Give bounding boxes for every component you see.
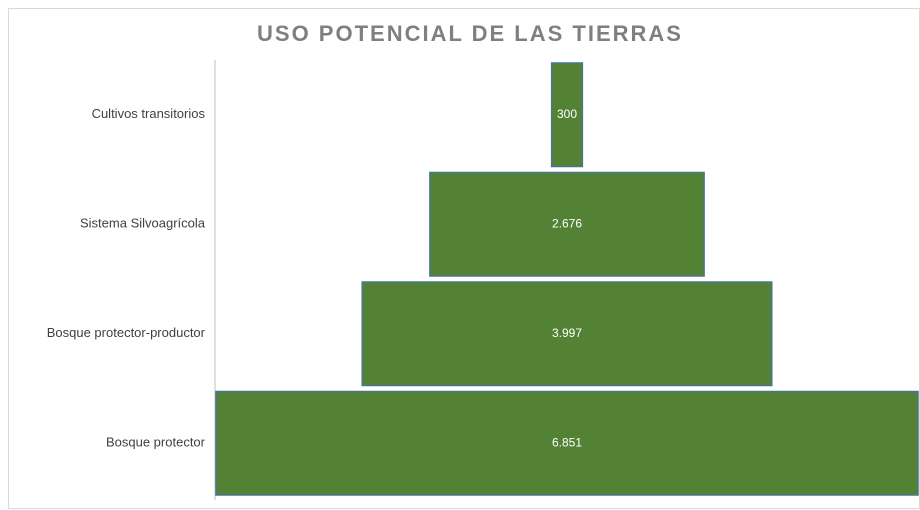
funnel-bar bbox=[215, 390, 919, 496]
value-label: 3.997 bbox=[552, 326, 582, 340]
value-label: 300 bbox=[557, 107, 577, 121]
category-label: Cultivos transitorios bbox=[92, 106, 206, 121]
funnel-bar bbox=[550, 62, 584, 168]
category-label: Bosque protector-productor bbox=[47, 325, 206, 340]
value-label: 2.676 bbox=[552, 216, 582, 230]
funnel-bar bbox=[361, 281, 773, 387]
funnel-bar bbox=[429, 171, 705, 277]
category-label: Bosque protector bbox=[106, 435, 206, 450]
category-label: Sistema Silvoagrícola bbox=[80, 216, 206, 231]
value-label: 6.851 bbox=[552, 435, 582, 449]
chart-title: USO POTENCIAL DE LAS TIERRAS bbox=[257, 21, 683, 46]
